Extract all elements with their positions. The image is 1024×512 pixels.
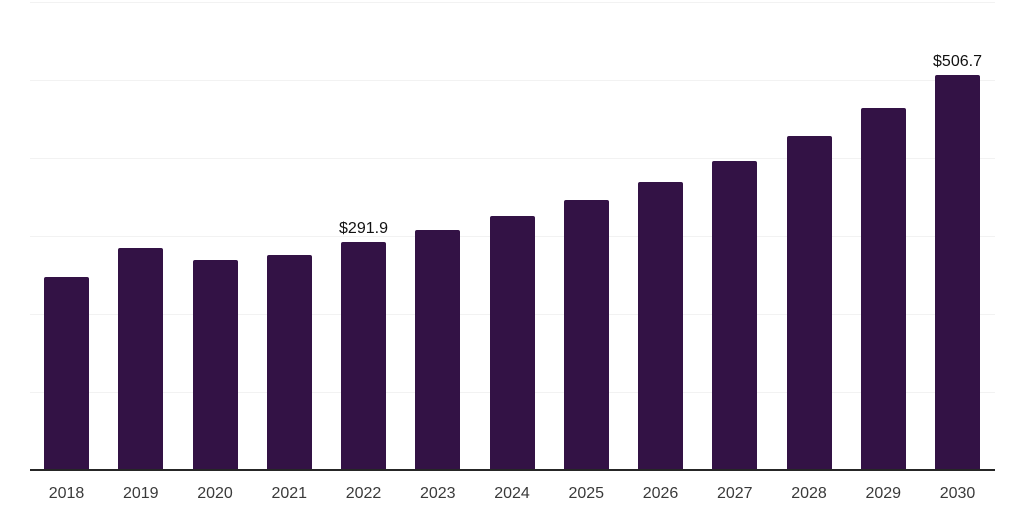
x-axis-label-2023: 2023: [419, 485, 456, 502]
x-axis-label-2022: 2022: [345, 485, 382, 502]
x-axis-line: [30, 469, 995, 471]
bar-2018[interactable]: [44, 277, 89, 470]
x-axis-label-2018: 2018: [48, 485, 85, 502]
x-axis-label-2024: 2024: [494, 485, 530, 502]
bar-2021[interactable]: [266, 255, 312, 470]
bar-2023[interactable]: [415, 230, 461, 470]
bar-2024[interactable]: [489, 216, 535, 470]
x-axis-label-2030: 2030: [939, 485, 976, 502]
bar-2029[interactable]: [860, 107, 906, 470]
bar-2030[interactable]: [935, 74, 980, 470]
x-axis-label-2021: 2021: [271, 485, 308, 502]
gridline-500: [30, 80, 995, 81]
x-axis-label-2019: 2019: [122, 485, 159, 502]
x-axis-label-2020: 2020: [197, 485, 233, 502]
bar-2027[interactable]: [712, 160, 758, 470]
gridline-600: [30, 2, 995, 3]
x-axis-label-2026: 2026: [642, 485, 679, 502]
x-axis-label-2027: 2027: [716, 485, 753, 502]
plot-area: $291.9 $506.7: [30, 0, 995, 470]
bar-2020[interactable]: [192, 260, 238, 470]
data-label-2022: $291.9: [339, 220, 388, 238]
data-label-2030: $506.7: [933, 52, 982, 70]
gridline-400: [30, 158, 995, 159]
bar-2026[interactable]: [638, 182, 683, 470]
x-axis-label-2028: 2028: [791, 485, 827, 502]
bar-2019[interactable]: [118, 248, 164, 470]
bar-2025[interactable]: [563, 199, 609, 470]
x-axis-label-2029: 2029: [865, 485, 902, 502]
bar-2028[interactable]: [786, 136, 832, 470]
bar-2022[interactable]: [341, 242, 386, 470]
x-axis-label-2025: 2025: [568, 485, 605, 502]
